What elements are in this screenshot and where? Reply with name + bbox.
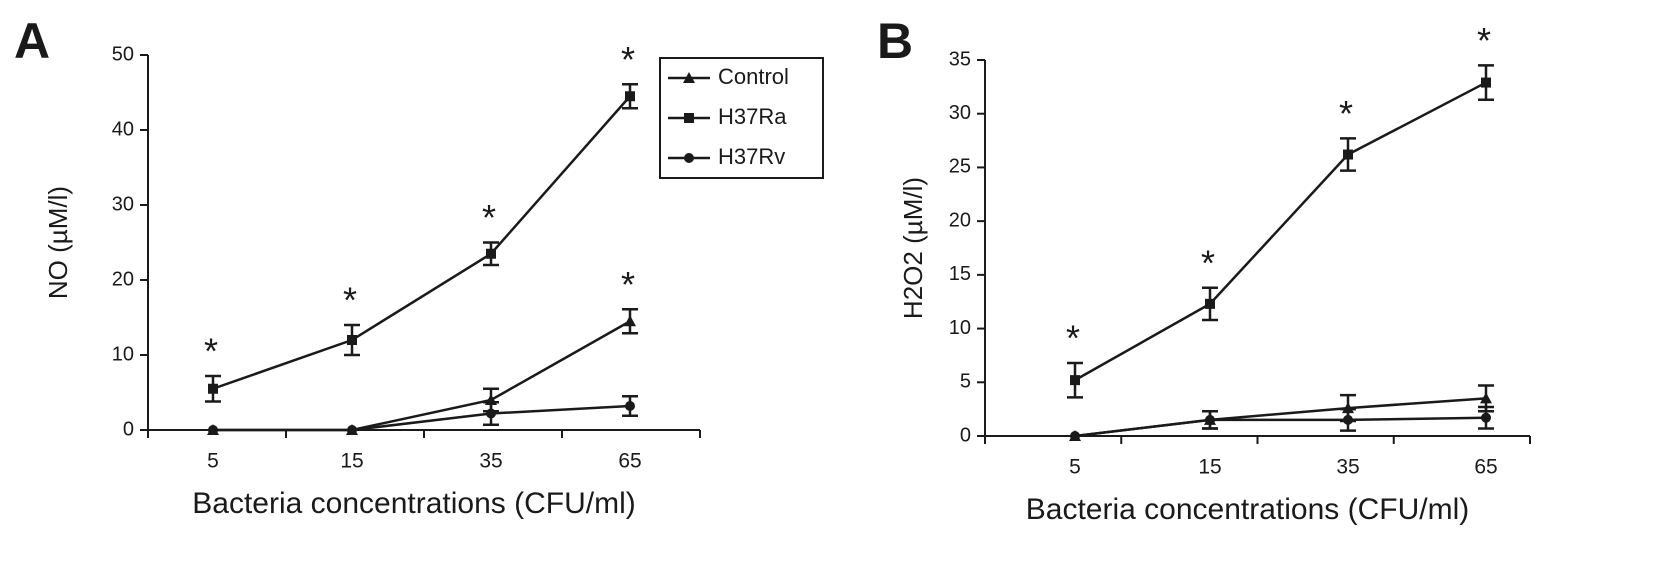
series-line bbox=[212, 95, 631, 390]
y-tick-label: 25 bbox=[949, 156, 971, 178]
marker bbox=[1070, 431, 1080, 441]
series-line bbox=[213, 320, 631, 432]
marker bbox=[1205, 298, 1215, 309]
y-tick-label: 30 bbox=[112, 193, 134, 215]
marker bbox=[1343, 149, 1353, 160]
significance: * bbox=[1339, 93, 1353, 134]
x-axis-label: Bacteria concentrations (CFU/ml) bbox=[192, 487, 635, 520]
significance: * bbox=[1066, 317, 1080, 358]
series-line bbox=[213, 404, 631, 432]
x-tick-label: 5 bbox=[207, 450, 219, 473]
x-tick-label: 5 bbox=[1069, 456, 1081, 479]
y-tick-label: 20 bbox=[949, 209, 971, 231]
marker bbox=[683, 72, 695, 83]
panel-label: A bbox=[14, 13, 50, 69]
marker bbox=[625, 91, 635, 102]
y-tick-label: 20 bbox=[112, 268, 134, 290]
y-tick-label: 10 bbox=[949, 317, 971, 339]
series-line bbox=[1074, 397, 1487, 438]
y-tick-label: 5 bbox=[960, 371, 971, 393]
marker bbox=[347, 425, 357, 435]
legend-label: Control bbox=[718, 64, 789, 89]
y-tick-label: 15 bbox=[949, 263, 971, 285]
marker bbox=[684, 153, 694, 163]
marker bbox=[1070, 375, 1080, 386]
marker bbox=[208, 383, 218, 394]
significance: * bbox=[621, 39, 635, 80]
marker bbox=[1481, 412, 1491, 423]
marker bbox=[486, 408, 496, 419]
y-tick-label: 30 bbox=[949, 102, 971, 124]
y-tick-label: 50 bbox=[112, 43, 134, 65]
x-tick-label: 65 bbox=[618, 450, 641, 473]
marker bbox=[1343, 414, 1353, 425]
y-tick-label: 10 bbox=[112, 343, 134, 365]
y-tick-label: 40 bbox=[112, 118, 134, 140]
legend-label: H37Rv bbox=[718, 144, 785, 169]
marker bbox=[684, 113, 694, 123]
series-line bbox=[1074, 81, 1487, 382]
x-tick-label: 15 bbox=[1198, 456, 1221, 479]
marker bbox=[1480, 392, 1492, 404]
marker bbox=[1481, 77, 1491, 88]
marker bbox=[486, 248, 496, 259]
significance: * bbox=[1477, 20, 1491, 61]
y-axis-label: H2O2 (µM/l) bbox=[898, 177, 928, 319]
y-tick-label: 0 bbox=[123, 418, 134, 440]
x-axis-label: Bacteria concentrations (CFU/ml) bbox=[1026, 493, 1469, 526]
marker bbox=[624, 315, 636, 327]
significance: * bbox=[204, 331, 218, 372]
x-tick-label: 15 bbox=[340, 450, 363, 473]
y-tick-label: 35 bbox=[949, 48, 971, 70]
x-tick-label: 35 bbox=[479, 450, 502, 473]
x-tick-label: 35 bbox=[1336, 456, 1359, 479]
significance: * bbox=[621, 264, 635, 305]
x-tick-label: 65 bbox=[1474, 456, 1497, 479]
marker bbox=[1205, 414, 1215, 425]
y-axis-label: NO (µM/l) bbox=[43, 186, 73, 299]
marker bbox=[347, 335, 357, 345]
significance: * bbox=[482, 197, 496, 238]
significance: * bbox=[1201, 242, 1215, 283]
significance: * bbox=[343, 280, 357, 321]
marker bbox=[208, 425, 218, 435]
y-tick-label: 0 bbox=[960, 424, 971, 446]
series-line bbox=[1074, 416, 1487, 438]
panel-label: B bbox=[877, 13, 913, 69]
legend-label: H37Ra bbox=[718, 104, 787, 129]
marker bbox=[625, 401, 635, 411]
